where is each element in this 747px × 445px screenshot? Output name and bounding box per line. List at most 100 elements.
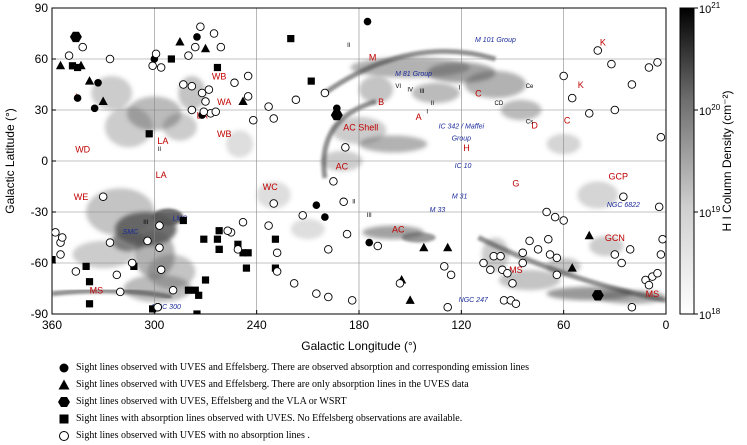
- marker-open-circle: [71, 267, 81, 276]
- galaxy-label: Group: [452, 136, 472, 143]
- marker-open-circle: [211, 107, 220, 116]
- x-tick-label: 0: [663, 318, 670, 332]
- marker-open-circle: [148, 61, 157, 71]
- region-label: GCN: [605, 233, 625, 243]
- marker-open-circle: [511, 299, 521, 309]
- emission-blob: [152, 208, 184, 226]
- region-label: WA: [217, 97, 231, 107]
- marker-open-circle: [269, 199, 278, 208]
- legend: Sight lines observed with UVES and Effel…: [58, 360, 738, 445]
- legend-entry-filled-hexagon: Sight lines observed with UVES, Effelsbe…: [58, 394, 738, 411]
- marker-open-circle: [518, 258, 527, 268]
- legend-entry-filled-square: Sight lines with absorption lines observ…: [58, 411, 738, 428]
- marker-open-circle: [658, 234, 666, 244]
- marker-open-circle: [550, 212, 560, 222]
- marker-open-circle: [289, 279, 299, 288]
- marker-filled-circle: [312, 201, 321, 209]
- legend-entry-label: Sight lines observed with UVES and Effel…: [76, 379, 469, 390]
- marker-open-circle: [197, 88, 207, 98]
- marker-open-circle: [653, 268, 662, 278]
- emission-blob: [464, 70, 527, 99]
- marker-open-circle: [593, 46, 603, 55]
- marker-filled-square: [213, 235, 222, 243]
- marker-filled-square: [244, 249, 252, 257]
- legend-entry-label: Sight lines observed with UVES, Effelsbe…: [76, 396, 347, 407]
- marker-open-circle: [57, 233, 67, 242]
- y-tick-label: 0: [41, 154, 48, 168]
- marker-open-circle: [238, 217, 248, 227]
- marker-filled-square: [145, 130, 153, 138]
- legend-open-circle-icon: [59, 431, 69, 441]
- stream-component-label: II: [158, 147, 162, 153]
- region-label: MS: [509, 265, 523, 275]
- marker-open-circle: [291, 95, 301, 105]
- y-tick-label: 60: [35, 52, 49, 66]
- sight-line-markers: [52, 17, 666, 314]
- stream-component-label: III: [367, 213, 372, 219]
- x-tick-label: 60: [557, 318, 571, 332]
- marker-open-circle: [209, 29, 219, 38]
- marker-filled-triangle: [55, 60, 66, 70]
- region-label: WD: [75, 145, 90, 155]
- legend-entry-filled-triangle: Sight lines observed with UVES and Effel…: [58, 377, 738, 394]
- y-tick-label: -30: [31, 205, 49, 219]
- marker-filled-square: [215, 227, 223, 235]
- marker-open-circle: [112, 270, 122, 280]
- marker-filled-hexagon: [591, 290, 604, 301]
- marker-filled-square: [82, 262, 90, 270]
- marker-open-circle: [243, 71, 253, 81]
- marker-filled-triangle: [84, 76, 95, 85]
- marker-open-circle: [127, 258, 137, 268]
- y-axis-label: Galactic Latitude (°): [3, 108, 17, 214]
- marker-open-circle: [199, 107, 209, 116]
- stream-component-label: I: [426, 109, 428, 115]
- galaxy-label: NGC 247: [459, 297, 489, 304]
- emission-blob: [162, 113, 197, 141]
- region-label: GCP: [608, 172, 628, 182]
- marker-open-circle: [610, 250, 620, 259]
- marker-filled-square: [184, 286, 193, 294]
- x-axis-label: Galactic Longitude (°): [301, 339, 417, 353]
- marker-filled-square: [234, 240, 242, 248]
- colorbar-tick-label: 1021: [699, 1, 721, 16]
- legend-filled-hexagon-icon: [58, 397, 70, 407]
- marker-filled-circle: [193, 33, 201, 41]
- y-tick-label: 30: [35, 103, 49, 117]
- marker-filled-circle: [363, 17, 372, 26]
- marker-open-circle: [230, 78, 239, 88]
- marker-open-circle: [585, 109, 594, 118]
- marker-open-circle: [168, 285, 178, 295]
- colorbar-tick-label: 1020: [699, 103, 721, 118]
- marker-filled-square: [85, 300, 94, 308]
- emission-blob: [104, 106, 153, 148]
- marker-open-circle: [654, 202, 664, 212]
- x-tick-label: 240: [247, 318, 267, 332]
- marker-open-circle: [233, 245, 243, 254]
- marker-open-circle: [525, 236, 534, 246]
- marker-open-circle: [98, 192, 108, 201]
- marker-open-circle: [619, 192, 628, 201]
- marker-open-circle: [552, 270, 562, 280]
- marker-filled-square: [195, 291, 203, 299]
- marker-filled-hexagon: [330, 109, 343, 121]
- region-label: M: [369, 53, 377, 63]
- marker-open-circle: [347, 296, 357, 305]
- y-tick-label: -60: [31, 256, 49, 270]
- marker-open-circle: [544, 234, 553, 244]
- marker-open-circle: [440, 262, 449, 271]
- marker-open-circle: [105, 238, 115, 247]
- stream-component-label: I: [459, 86, 461, 92]
- emission-stream: [52, 288, 172, 300]
- marker-open-circle: [64, 51, 74, 60]
- x-tick-label: 120: [451, 318, 471, 332]
- marker-open-circle: [567, 93, 577, 103]
- marker-filled-square: [287, 35, 295, 43]
- hi-emission-background: [52, 48, 666, 304]
- marker-open-circle: [264, 221, 273, 230]
- region-label: WE: [74, 192, 89, 202]
- marker-filled-circle: [73, 94, 82, 102]
- marker-filled-triangle: [98, 96, 108, 105]
- marker-filled-triangle: [567, 263, 577, 272]
- marker-open-circle: [339, 197, 348, 207]
- marker-filled-hexagon: [69, 31, 82, 43]
